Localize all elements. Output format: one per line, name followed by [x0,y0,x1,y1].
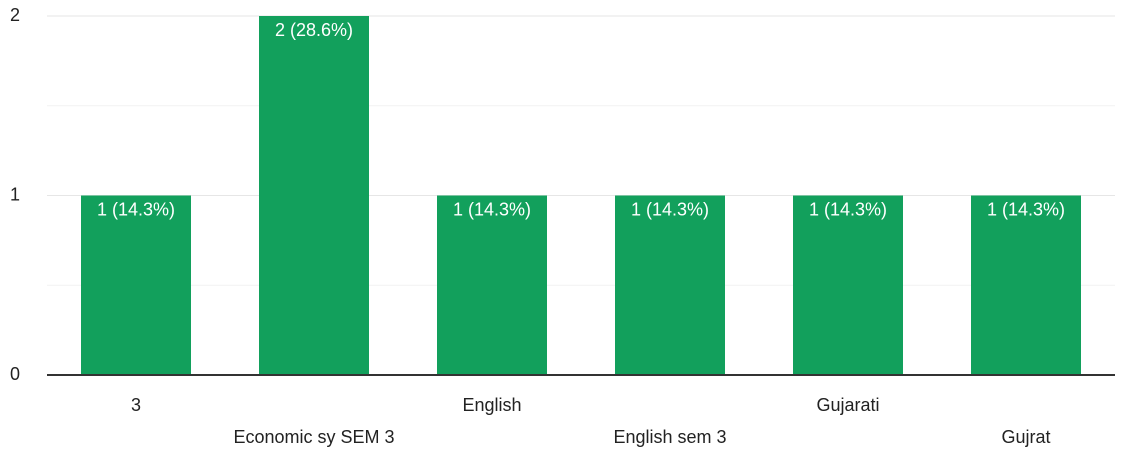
value-label: 1 (14.3%) [453,200,531,220]
y-tick-label: 0 [10,364,20,384]
x-tick-label: Gujarati [816,395,879,415]
bar [793,195,903,375]
bar [259,16,369,375]
bar [615,195,725,375]
value-label: 1 (14.3%) [631,200,709,220]
bar [971,195,1081,375]
bar [437,195,547,375]
y-tick-label: 2 [10,5,20,25]
value-label: 1 (14.3%) [987,200,1065,220]
x-tick-label: Gujrat [1001,427,1050,447]
value-label: 1 (14.3%) [97,200,175,220]
value-label: 1 (14.3%) [809,200,887,220]
bar [81,195,191,375]
value-label: 2 (28.6%) [275,20,353,40]
x-tick-label: English [462,395,521,415]
y-tick-label: 1 [10,184,20,204]
x-tick-label: English sem 3 [613,427,726,447]
x-tick-label: Economic sy SEM 3 [233,427,394,447]
x-tick-label: 3 [131,395,141,415]
